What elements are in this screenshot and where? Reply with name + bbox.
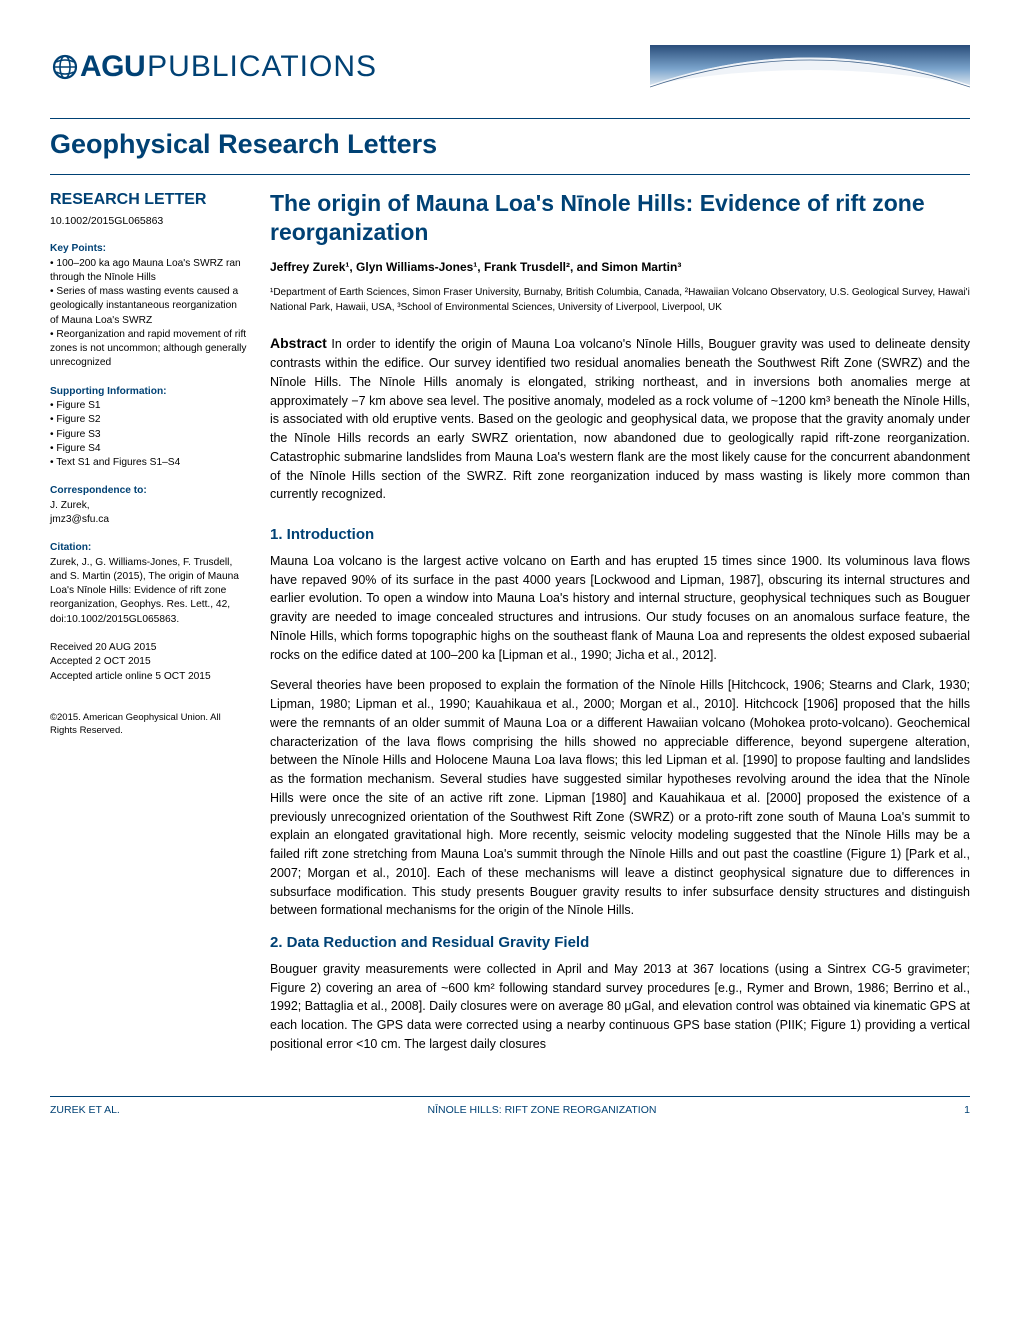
body-paragraph: Several theories have been proposed to e…	[270, 676, 970, 920]
list-item: Figure S4	[50, 442, 248, 456]
supporting-info-block: Supporting Information: Figure S1 Figure…	[50, 385, 248, 471]
agu-text: AGU	[80, 45, 145, 89]
list-item: Figure S1	[50, 399, 248, 413]
footer-left: ZUREK ET AL.	[50, 1103, 120, 1118]
abstract-label: Abstract	[270, 335, 327, 351]
footer-center: NĪNOLE HILLS: RIFT ZONE REORGANIZATION	[428, 1103, 657, 1118]
abstract-text: In order to identify the origin of Mauna…	[270, 337, 970, 501]
list-item: Text S1 and Figures S1–S4	[50, 456, 248, 470]
citation-text: Zurek, J., G. Williams-Jones, F. Trusdel…	[50, 556, 248, 627]
abstract: Abstract In order to identify the origin…	[270, 333, 970, 504]
globe-icon	[50, 52, 80, 82]
list-item: Reorganization and rapid movement of rif…	[50, 328, 248, 371]
key-points-block: Key Points: 100–200 ka ago Mauna Loa's S…	[50, 242, 248, 371]
body-paragraph: Bouguer gravity measurements were collec…	[270, 960, 970, 1054]
affiliations: ¹Department of Earth Sciences, Simon Fra…	[270, 286, 970, 315]
publisher-header: AGU PUBLICATIONS	[50, 45, 970, 100]
list-item: Figure S2	[50, 413, 248, 427]
citation-block: Citation: Zurek, J., G. Williams-Jones, …	[50, 541, 248, 627]
correspondence-head: Correspondence to:	[50, 484, 248, 498]
author-list: Jeffrey Zurek¹, Glyn Williams-Jones¹, Fr…	[270, 259, 970, 276]
paper-title: The origin of Mauna Loa's Nīnole Hills: …	[270, 189, 970, 247]
article-type: RESEARCH LETTER	[50, 189, 248, 211]
sidebar: RESEARCH LETTER 10.1002/2015GL065863 Key…	[50, 189, 248, 1065]
agu-logo-block: AGU PUBLICATIONS	[50, 45, 377, 89]
journal-title: Geophysical Research Letters	[50, 119, 970, 174]
correspondence-name: J. Zurek,	[50, 499, 248, 513]
copyright: ©2015. American Geophysical Union. All R…	[50, 712, 248, 738]
mid-rule	[50, 174, 970, 175]
page-footer: ZUREK ET AL. NĪNOLE HILLS: RIFT ZONE REO…	[50, 1096, 970, 1118]
publications-text: PUBLICATIONS	[147, 45, 377, 89]
received-date: Received 20 AUG 2015	[50, 641, 248, 655]
supporting-list: Figure S1 Figure S2 Figure S3 Figure S4 …	[50, 399, 248, 470]
doi: 10.1002/2015GL065863	[50, 214, 248, 229]
content-columns: RESEARCH LETTER 10.1002/2015GL065863 Key…	[50, 189, 970, 1065]
list-item: Figure S3	[50, 428, 248, 442]
agu-logo: AGU	[50, 45, 145, 89]
key-points-head: Key Points:	[50, 242, 248, 256]
key-points-list: 100–200 ka ago Mauna Loa's SWRZ ran thro…	[50, 257, 248, 371]
accepted-date: Accepted 2 OCT 2015	[50, 655, 248, 669]
section-heading: 1. Introduction	[270, 524, 970, 546]
correspondence-block: Correspondence to: J. Zurek, jmz3@sfu.ca	[50, 484, 248, 527]
earth-banner-icon	[650, 45, 970, 100]
list-item: 100–200 ka ago Mauna Loa's SWRZ ran thro…	[50, 257, 248, 286]
dates-block: Received 20 AUG 2015 Accepted 2 OCT 2015…	[50, 641, 248, 684]
main-content: The origin of Mauna Loa's Nīnole Hills: …	[270, 189, 970, 1065]
correspondence-email: jmz3@sfu.ca	[50, 513, 248, 527]
body-paragraph: Mauna Loa volcano is the largest active …	[270, 552, 970, 665]
footer-page-number: 1	[964, 1103, 970, 1118]
online-date: Accepted article online 5 OCT 2015	[50, 670, 248, 684]
citation-head: Citation:	[50, 541, 248, 555]
supporting-head: Supporting Information:	[50, 385, 248, 399]
list-item: Series of mass wasting events caused a g…	[50, 285, 248, 328]
section-heading: 2. Data Reduction and Residual Gravity F…	[270, 932, 970, 954]
